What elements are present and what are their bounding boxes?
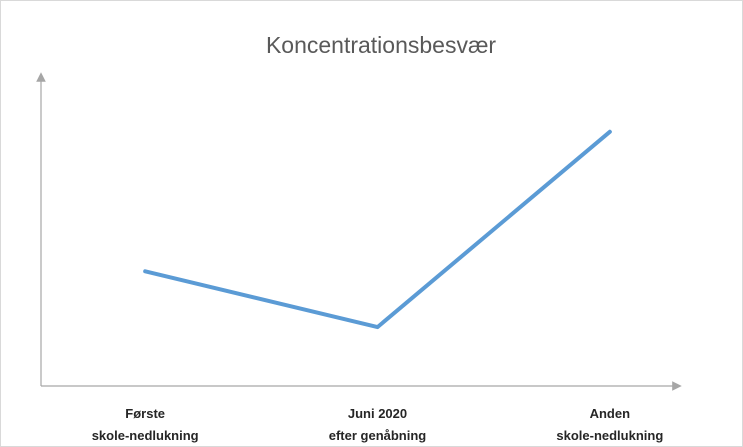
- x-tick-label: Anden skole-nedlukning: [556, 406, 664, 443]
- data-line: [143, 129, 612, 330]
- x-tick-label: Juni 2020 efter genåbning: [328, 406, 427, 443]
- x-tick-label: Første skole-nedlukning: [91, 406, 199, 443]
- chart-title: Koncentrationsbesvær: [266, 32, 496, 58]
